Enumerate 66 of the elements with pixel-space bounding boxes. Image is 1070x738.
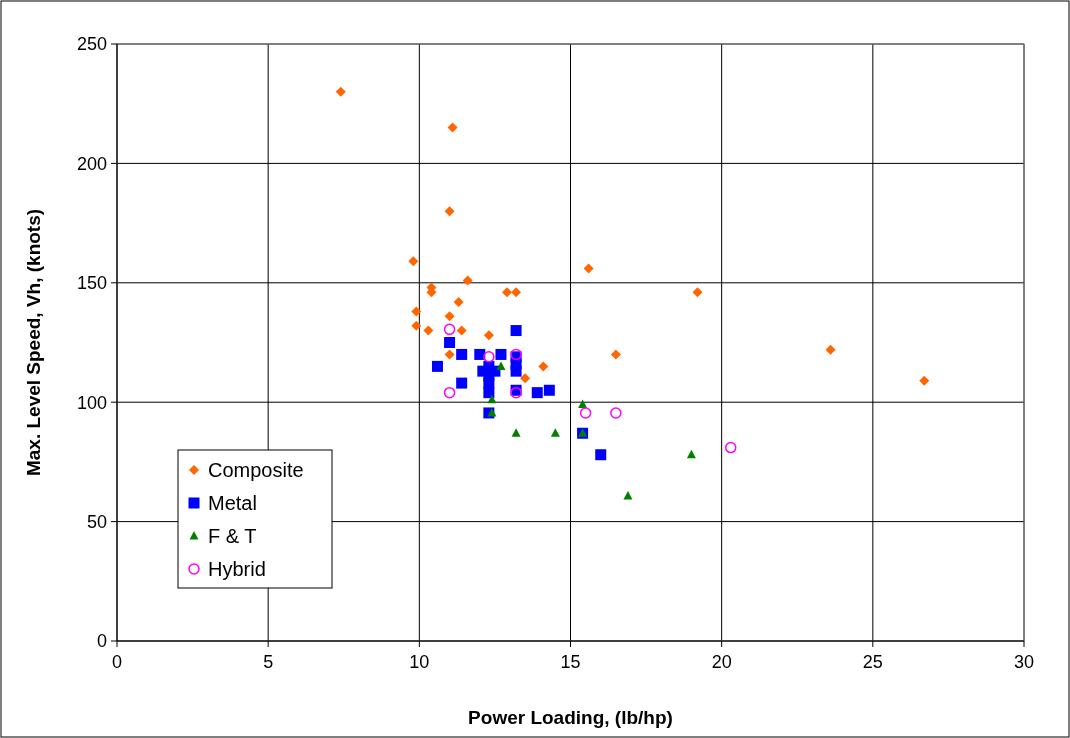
point — [408, 256, 419, 267]
point — [443, 386, 456, 399]
y-axis-title: Max. Level Speed, Vh, (knots) — [23, 208, 44, 477]
point — [510, 365, 522, 377]
y-tick-label: 50 — [86, 511, 107, 532]
point — [510, 325, 522, 337]
point — [447, 122, 458, 133]
point — [686, 449, 696, 459]
x-tick-label: 20 — [711, 652, 732, 672]
y-tick-label: 200 — [76, 153, 107, 174]
point — [487, 394, 497, 404]
point — [474, 348, 486, 360]
point — [444, 311, 455, 322]
point — [423, 325, 434, 336]
y-tick-label: 250 — [76, 34, 107, 55]
point — [483, 351, 495, 363]
point — [502, 287, 513, 298]
point — [538, 361, 549, 372]
y-tick-label: 0 — [96, 631, 107, 652]
point — [583, 263, 594, 274]
x-tick-label: 10 — [409, 652, 430, 672]
point — [444, 349, 455, 360]
point — [610, 407, 622, 419]
x-tick-label: 15 — [560, 652, 581, 672]
point — [578, 399, 588, 409]
point — [595, 449, 607, 461]
legend-label: Composite — [208, 459, 304, 481]
x-tick-label: 25 — [862, 652, 883, 672]
point — [496, 361, 506, 370]
x-tick-label: 0 — [111, 652, 123, 672]
point — [411, 306, 422, 317]
point — [610, 349, 621, 360]
point — [444, 337, 456, 348]
point — [335, 86, 346, 97]
point — [456, 348, 468, 360]
point — [825, 344, 836, 355]
point — [456, 325, 467, 336]
point — [444, 206, 455, 217]
point — [456, 377, 468, 389]
point — [724, 441, 737, 454]
point — [431, 360, 443, 372]
point — [543, 384, 555, 396]
point — [692, 287, 703, 298]
legend-label: Hybrid — [208, 558, 266, 580]
point — [462, 275, 473, 286]
point — [483, 387, 495, 399]
point — [550, 428, 560, 437]
point — [520, 373, 531, 384]
point — [511, 287, 522, 298]
point — [623, 491, 633, 500]
y-tick-label: 150 — [76, 273, 107, 294]
legend-label: Metal — [208, 492, 257, 514]
point — [453, 296, 464, 307]
point — [511, 428, 521, 437]
point — [443, 323, 456, 336]
point — [579, 407, 592, 419]
x-axis-title: Power Loading, (lb/hp) — [468, 707, 673, 728]
point — [531, 387, 543, 399]
point — [919, 375, 930, 386]
point — [483, 330, 494, 341]
legend-label: F & T — [208, 525, 257, 547]
x-tick-label: 30 — [1013, 652, 1035, 672]
point — [411, 320, 422, 331]
y-tick-label: 100 — [76, 392, 107, 413]
point — [495, 348, 507, 360]
x-tick-label: 5 — [263, 652, 274, 672]
